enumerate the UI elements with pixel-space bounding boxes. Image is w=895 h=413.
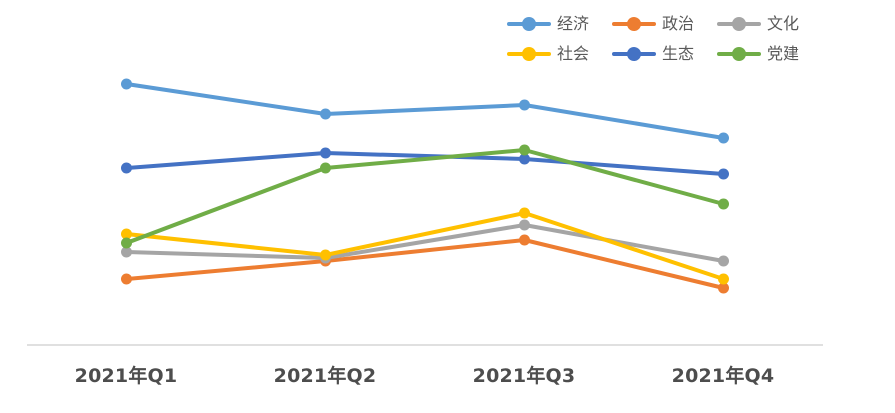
legend-marker-politics-icon (612, 17, 656, 31)
series-layer (121, 79, 729, 294)
series-point-party-0 (121, 238, 132, 249)
x-axis-label-q1: 2021年Q1 (26, 361, 226, 388)
legend-label-party: 党建 (767, 46, 799, 62)
legend-marker-society-icon (507, 47, 551, 61)
legend-label-society: 社会 (557, 46, 589, 62)
line-chart: 经济 政治 文化 社会 生态 党建 2021年Q1 2021年Q2 2021年Q… (0, 0, 895, 413)
series-point-culture-2 (519, 220, 530, 231)
x-axis-label-q2: 2021年Q2 (225, 361, 425, 388)
series-point-society-2 (519, 208, 530, 219)
series-point-culture-3 (718, 256, 729, 267)
series-line-economy (127, 84, 724, 138)
series-point-party-2 (519, 145, 530, 156)
series-point-politics-0 (121, 274, 132, 285)
legend-marker-economy-icon (507, 17, 551, 31)
x-axis-label-q3: 2021年Q3 (424, 361, 624, 388)
legend-label-ecology: 生态 (662, 46, 694, 62)
legend-item-economy: 经济 (507, 13, 612, 34)
series-point-society-3 (718, 274, 729, 285)
series-point-economy-0 (121, 79, 132, 90)
legend-label-economy: 经济 (557, 16, 589, 32)
series-point-economy-2 (519, 100, 530, 111)
legend-marker-culture-icon (717, 17, 761, 31)
series-point-ecology-3 (718, 169, 729, 180)
legend-item-politics: 政治 (612, 13, 717, 34)
series-point-ecology-0 (121, 163, 132, 174)
legend-label-culture: 文化 (767, 16, 799, 32)
legend-item-party: 党建 (717, 43, 822, 64)
legend-marker-party-icon (717, 47, 761, 61)
legend-item-society: 社会 (507, 43, 612, 64)
series-line-ecology (127, 153, 724, 174)
series-point-party-3 (718, 199, 729, 210)
legend-marker-ecology-icon (612, 47, 656, 61)
series-point-economy-3 (718, 133, 729, 144)
series-point-society-1 (320, 250, 331, 261)
series-point-ecology-1 (320, 148, 331, 159)
legend-item-ecology: 生态 (612, 43, 717, 64)
legend-item-culture: 文化 (717, 13, 822, 34)
series-point-economy-1 (320, 109, 331, 120)
series-line-party (127, 150, 724, 243)
x-axis-label-q4: 2021年Q4 (623, 361, 823, 388)
legend: 经济 政治 文化 社会 生态 党建 (507, 13, 822, 64)
series-point-party-1 (320, 163, 331, 174)
series-point-politics-2 (519, 235, 530, 246)
legend-label-politics: 政治 (662, 16, 694, 32)
